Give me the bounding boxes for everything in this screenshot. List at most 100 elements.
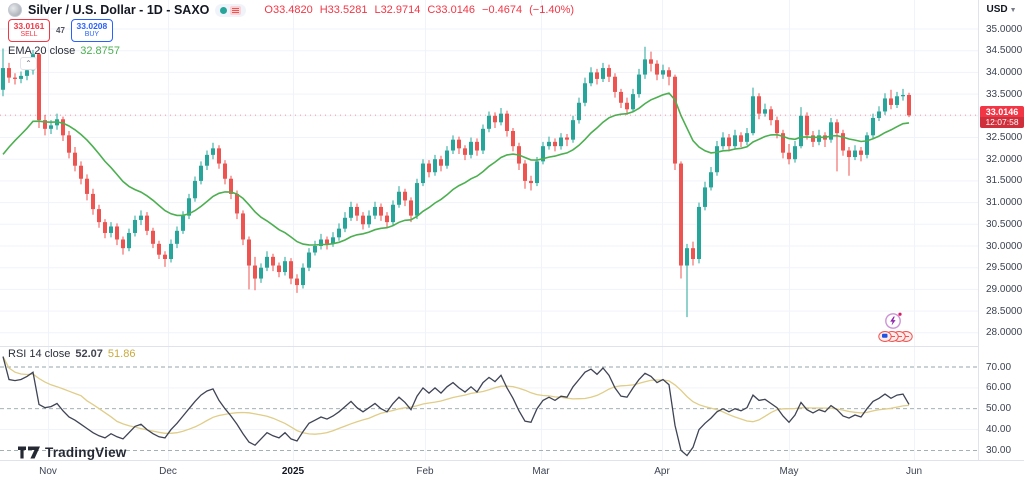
bar-countdown: 12:07:58 [980,117,1024,129]
indicator-visibility-pill[interactable] [215,3,247,17]
candle-body [325,239,329,244]
sell-button[interactable]: 33.0161 SELL [8,19,50,42]
candle-body [181,215,185,231]
candle-body [331,237,335,244]
candle-body [415,183,419,216]
ema-legend[interactable]: EMA 20 close 32.8757 [8,45,121,57]
events-pill-icons[interactable] [878,330,914,348]
candle-body [583,83,587,103]
time-axis[interactable]: Nov Dec 2025 Feb Mar Apr May Jun [0,460,1024,483]
change-value: −0.4674 [482,4,523,16]
candle-body [895,96,899,105]
candle-body [817,135,821,142]
candle-body [691,248,695,260]
candle-body [439,159,443,166]
candle-body [343,217,347,229]
candle-body [619,91,623,103]
candle-body [37,54,41,121]
time-axis-label: Nov [39,466,57,477]
candle-body [751,96,755,134]
rsi-axis-label: 50.00 [986,403,1012,415]
rsi-axis-label: 60.00 [986,382,1012,394]
candle-body [7,68,11,78]
candle-body [247,239,251,266]
candle-body [865,135,869,155]
candle-body [271,256,275,266]
candle-body [433,159,437,173]
candle-body [145,215,149,231]
candle-body [811,135,815,142]
candle-body [541,146,545,162]
candle-body [67,135,71,153]
candle-body [397,191,401,205]
candle-body [427,163,431,173]
candle-body [373,206,377,216]
rsi-axis-label: 40.00 [986,424,1012,436]
candle-body [697,206,701,260]
candle-body [361,215,365,225]
source-menu-icon [230,5,242,15]
candle-body [313,246,317,253]
candle-body [799,115,803,147]
price-axis-label: 29.5000 [986,262,1023,274]
candle-body [883,98,887,112]
candle-body [277,265,281,273]
rsi-line [2,356,910,457]
candle-body [889,98,893,105]
symbol-header: Silver / U.S. Dollar - 1D - SAXO O33.482… [8,3,574,17]
candle-body [445,150,449,166]
tradingview-logo[interactable]: TradingView [18,445,126,460]
candle-body [493,115,497,123]
currency-selector[interactable]: USD ▼ [986,4,1017,15]
candle-body [727,137,731,147]
candle-body [103,222,107,233]
price-axis[interactable]: USD▼ 35.000034.500034.000033.500033.0000… [978,0,1024,483]
candle-body [685,248,689,266]
candle-body [709,172,713,188]
candle-body [1,68,5,90]
boost-lightning-icon[interactable] [884,311,903,330]
price-axis-label: 30.5000 [986,218,1023,230]
symbol-title[interactable]: Silver / U.S. Dollar - 1D - SAXO [28,3,210,17]
candle-body [385,215,389,223]
time-axis-label: Feb [416,466,434,477]
candle-body [649,59,653,64]
candle-body [529,180,533,184]
ohlc-readout: O33.4820 H33.5281 L32.9714 C33.0146 −0.4… [264,4,575,16]
candle-body [511,130,515,147]
chart-canvas[interactable] [0,0,978,460]
candle-body [319,239,323,246]
candle-body [349,206,353,218]
change-percent: (−1.40%) [529,4,575,16]
candle-body [607,68,611,77]
candle-body [211,148,215,155]
price-axis-label: 32.0000 [986,153,1023,165]
candle-body [223,163,227,179]
candle-body [871,117,875,136]
collapse-chevron-icon[interactable]: ⌃ [20,57,37,70]
time-axis-label: Dec [159,466,177,477]
candle-body [835,122,839,134]
candle-body [121,239,125,249]
candle-body [451,139,455,151]
candle-body [337,228,341,238]
candle-body [13,77,17,79]
candle-body [781,133,785,153]
candle-body [715,146,719,173]
buy-button[interactable]: 33.0208 BUY [70,19,113,42]
rsi-axis-label: 30.00 [986,444,1012,456]
candle-body [565,137,569,140]
time-axis-label: Jun [905,466,923,477]
candle-body [523,163,527,181]
rsi-legend[interactable]: RSI 14 close 52.07 51.86 [8,348,136,360]
candle-body [763,109,767,114]
price-axis-label: 28.5000 [986,305,1023,317]
candle-body [217,148,221,164]
candle-body [559,137,563,147]
candle-body [289,261,293,279]
candle-body [235,193,239,214]
candle-body [73,152,77,166]
candle-body [673,76,677,164]
candle-body [157,243,161,255]
marker-dot-icon [220,6,228,14]
